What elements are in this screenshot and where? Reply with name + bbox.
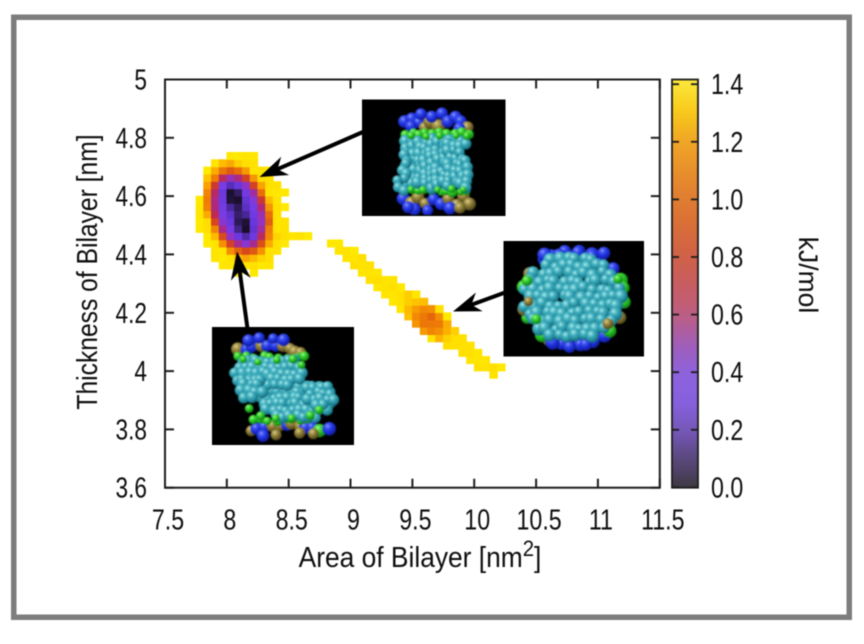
svg-text:0.6: 0.6: [711, 298, 743, 331]
svg-text:4: 4: [134, 354, 147, 387]
svg-text:0.4: 0.4: [711, 356, 743, 389]
svg-text:9: 9: [347, 503, 360, 536]
svg-text:5: 5: [134, 63, 147, 96]
svg-text:0.2: 0.2: [711, 413, 743, 446]
svg-text:4.8: 4.8: [116, 121, 147, 154]
svg-text:4.4: 4.4: [116, 238, 147, 271]
svg-text:9.5: 9.5: [399, 503, 431, 536]
svg-text:1.0: 1.0: [711, 183, 743, 216]
svg-text:0.0: 0.0: [711, 471, 743, 504]
svg-text:3.6: 3.6: [116, 471, 147, 504]
svg-text:4.2: 4.2: [116, 296, 147, 329]
svg-text:3.8: 3.8: [116, 413, 147, 446]
svg-text:4.6: 4.6: [116, 179, 147, 212]
svg-text:Area of Bilayer [nm2]: Area of Bilayer [nm2]: [299, 537, 542, 573]
svg-text:Thickness of Bilayer [nm]: Thickness of Bilayer [nm]: [71, 134, 103, 409]
svg-text:7.5: 7.5: [152, 503, 184, 536]
svg-text:11: 11: [589, 503, 613, 536]
svg-text:kJ/mol: kJ/mol: [793, 237, 823, 313]
svg-text:8: 8: [223, 503, 236, 536]
svg-text:10: 10: [464, 503, 490, 536]
svg-text:1.4: 1.4: [711, 68, 743, 101]
svg-text:8.5: 8.5: [276, 503, 308, 536]
svg-text:0.8: 0.8: [711, 240, 743, 273]
svg-text:10.5: 10.5: [517, 503, 562, 536]
svg-text:11.5: 11.5: [641, 503, 684, 536]
svg-text:1.2: 1.2: [711, 125, 743, 158]
